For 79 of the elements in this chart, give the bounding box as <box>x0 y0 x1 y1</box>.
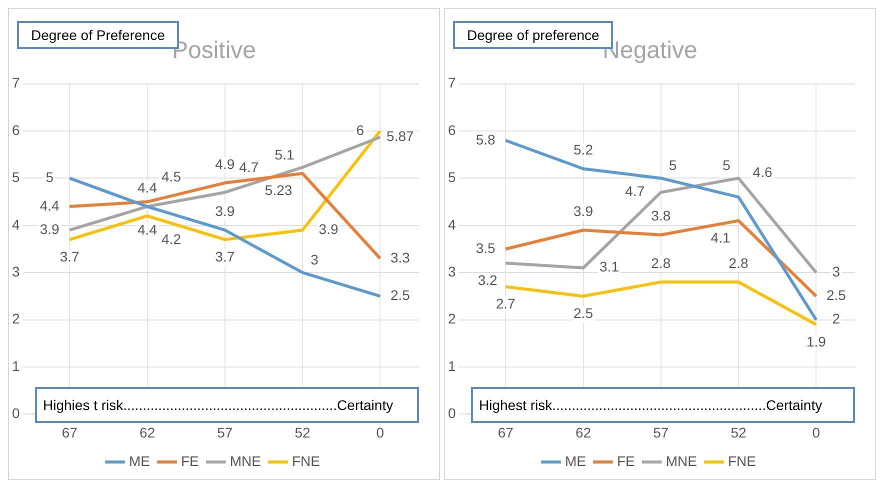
legend-label: MNE <box>666 452 698 469</box>
data-label: 3 <box>310 251 319 268</box>
y-tick-label: 4 <box>12 216 20 232</box>
data-label: 4.9 <box>215 156 235 172</box>
y-tick-label: 3 <box>448 263 456 280</box>
data-label: 1.9 <box>806 333 826 350</box>
annotation: Highest risk.......................................................Certainty <box>471 387 855 423</box>
data-label: 5.87 <box>386 128 414 144</box>
y-tick-label: 3 <box>12 263 20 280</box>
y-tick-label: 2 <box>448 310 456 327</box>
legend-label: FE <box>617 452 635 469</box>
text: Degree of preference <box>467 27 600 43</box>
data-label: 4.2 <box>162 230 182 247</box>
data-label: 5.1 <box>274 146 294 162</box>
data-label: 6 <box>356 122 364 138</box>
data-label: 3.9 <box>40 220 60 237</box>
annotation: Highies t risk.......................................................Certainty <box>35 387 419 423</box>
data-label: 3.3 <box>390 249 410 266</box>
chart-title: Positive <box>172 37 256 64</box>
data-label: 2.5 <box>390 287 410 304</box>
x-tick-label: 0 <box>376 424 384 440</box>
y-tick-label: 5 <box>12 169 20 186</box>
data-label: 5 <box>722 157 731 174</box>
data-label: 3.1 <box>600 258 620 275</box>
legend-label: MNE <box>230 452 262 469</box>
data-label: 2.5 <box>574 305 594 322</box>
x-tick-label: 0 <box>812 424 820 440</box>
y-tick-label: 0 <box>448 405 456 422</box>
data-label: 3.2 <box>478 272 498 288</box>
data-label: 4.5 <box>162 168 182 185</box>
data-label: 4.4 <box>40 197 60 214</box>
data-label: 3.9 <box>574 202 594 219</box>
x-tick-label: 52 <box>730 424 747 440</box>
data-label: 5.2 <box>574 142 594 158</box>
legend-label: ME <box>565 452 586 469</box>
data-label: 3.8 <box>651 208 671 224</box>
data-label: 3.7 <box>215 248 235 264</box>
legend-label: FE <box>181 452 199 469</box>
y-tick-label: 6 <box>12 122 20 138</box>
data-label: 3.5 <box>476 240 496 256</box>
data-label: 4.6 <box>752 164 772 180</box>
y-tick-label: 6 <box>448 122 456 138</box>
y-tick-label: 5 <box>448 169 456 186</box>
legend-label: FNE <box>728 452 756 469</box>
data-label: 3.7 <box>60 248 80 264</box>
data-label: 5.23 <box>264 182 292 198</box>
data-label: 2.7 <box>496 296 516 312</box>
text: Degree of Preference <box>31 27 165 43</box>
data-label: 2.8 <box>651 254 671 271</box>
legend-label: FNE <box>292 452 320 469</box>
data-label: 2.8 <box>728 254 748 271</box>
data-label: 4.7 <box>239 159 259 176</box>
data-label: 3.9 <box>215 202 235 219</box>
x-tick-label: 57 <box>217 424 233 440</box>
data-label: 4.1 <box>710 230 730 246</box>
legend-label: ME <box>129 452 150 469</box>
y-tick-label: 0 <box>12 405 20 422</box>
data-label: 4.4 <box>138 179 158 196</box>
x-tick-label: 52 <box>294 424 311 440</box>
data-label: 5.8 <box>476 131 496 148</box>
x-tick-label: 57 <box>653 424 669 440</box>
data-label: 5 <box>668 157 677 174</box>
data-label: 4.4 <box>138 221 158 238</box>
y-tick-label: 2 <box>12 310 20 327</box>
data-label: 3.9 <box>318 220 338 237</box>
y-tick-label: 1 <box>12 358 20 374</box>
data-label: 5 <box>46 169 54 186</box>
data-label: 4.7 <box>625 183 645 200</box>
data-label: 2 <box>832 310 840 327</box>
x-tick-label: 62 <box>575 424 592 440</box>
x-tick-label: 67 <box>498 424 514 440</box>
x-tick-label: 62 <box>139 424 156 440</box>
y-tick-label: 4 <box>448 216 456 232</box>
y-tick-label: 1 <box>448 358 456 374</box>
y-tick-label: 7 <box>448 74 456 91</box>
data-label: 2.5 <box>826 287 846 304</box>
data-label: 3 <box>832 263 840 280</box>
x-tick-label: 67 <box>62 424 78 440</box>
y-tick-label: 7 <box>12 74 20 91</box>
